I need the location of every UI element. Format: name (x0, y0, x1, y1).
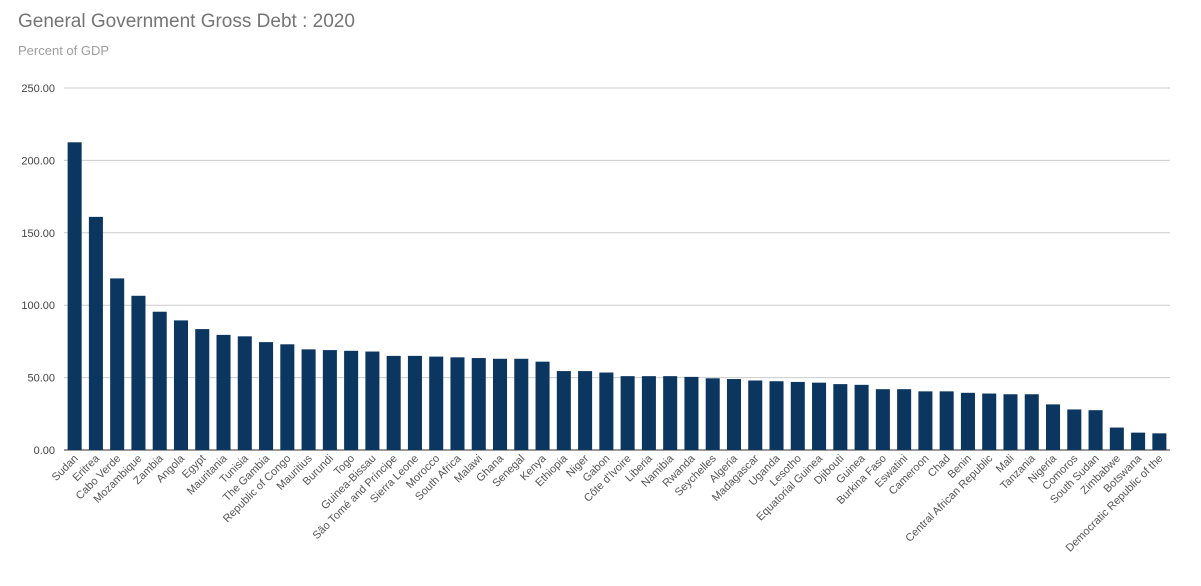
bar (1131, 432, 1146, 450)
bar (195, 329, 210, 450)
bar (1067, 409, 1082, 450)
bar (173, 320, 188, 450)
bar (599, 372, 614, 450)
bar (471, 358, 486, 450)
y-tick-label: 0.00 (34, 445, 55, 457)
bar (769, 381, 784, 450)
bar (1152, 433, 1167, 450)
y-tick-label: 250.00 (21, 83, 55, 95)
bar (812, 382, 827, 450)
bar (1109, 427, 1124, 450)
bar (535, 361, 550, 450)
bar (705, 378, 720, 450)
bar (748, 380, 763, 450)
bar (726, 379, 741, 450)
y-tick-label: 150.00 (21, 228, 55, 240)
bar (429, 356, 444, 450)
bar (982, 393, 997, 450)
bar (960, 392, 975, 450)
bar (344, 350, 359, 450)
bar (67, 142, 82, 451)
bar (152, 311, 167, 450)
bar (450, 357, 465, 450)
bar (386, 355, 401, 450)
bar (1024, 394, 1039, 450)
bar (578, 371, 593, 450)
chart-subtitle: Percent of GDP (18, 43, 110, 58)
bar (493, 358, 508, 450)
bar (663, 376, 678, 450)
bar (556, 371, 571, 450)
bar (131, 295, 146, 450)
bar (1046, 404, 1061, 450)
bar (110, 278, 125, 450)
bar (365, 351, 380, 450)
bar (918, 391, 933, 450)
bar (1088, 410, 1103, 450)
bars (67, 142, 1167, 451)
bar (875, 389, 890, 450)
bar (259, 342, 274, 450)
bar (897, 389, 912, 450)
bar (514, 358, 529, 450)
bar (322, 350, 337, 450)
y-tick-label: 100.00 (21, 300, 55, 312)
bar (684, 376, 699, 450)
y-axis-ticks: 0.00 50.00 100.00 150.00 200.00 250.00 (21, 83, 55, 457)
chart-title: General Government Gross Debt : 2020 (18, 11, 355, 32)
y-tick-label: 200.00 (21, 155, 55, 167)
bar (620, 376, 635, 450)
bar (854, 384, 869, 450)
bar (280, 344, 295, 450)
bar (790, 381, 805, 450)
bar (833, 384, 848, 450)
bar (407, 355, 422, 450)
bar (641, 376, 656, 450)
bar (939, 391, 954, 450)
bar (301, 349, 316, 450)
bar (1003, 394, 1018, 450)
bar (216, 334, 231, 450)
bar (88, 216, 103, 450)
bar (237, 336, 252, 450)
y-tick-label: 50.00 (27, 373, 55, 385)
